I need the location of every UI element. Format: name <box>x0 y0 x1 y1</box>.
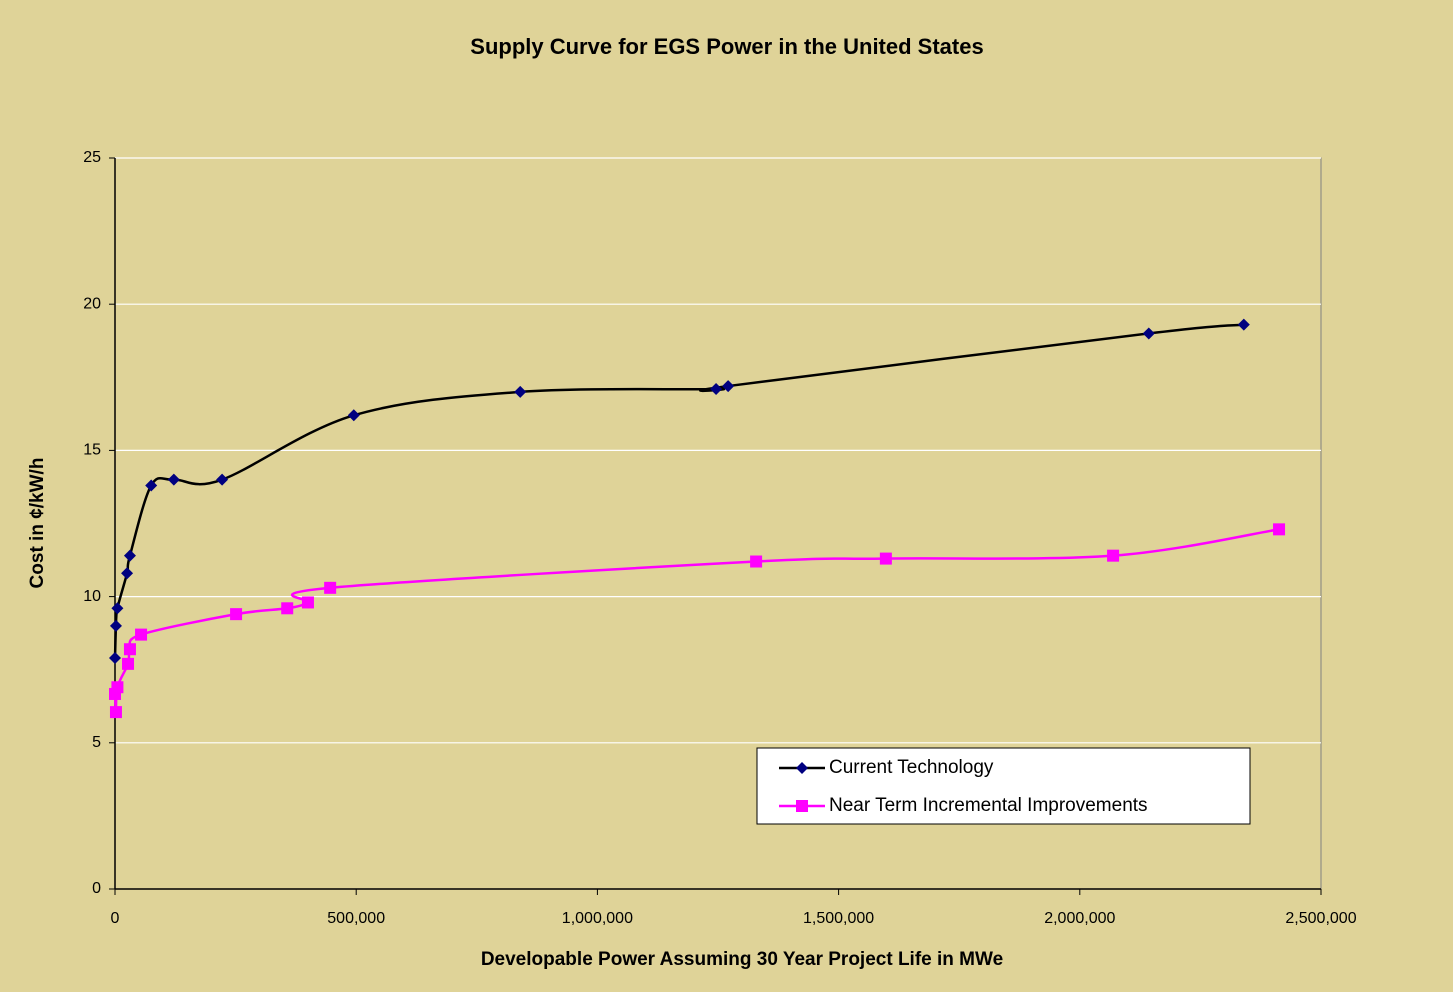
y-tick-label: 15 <box>83 442 101 459</box>
data-point <box>145 479 158 492</box>
data-point <box>722 380 735 393</box>
data-point <box>216 473 229 486</box>
data-point <box>122 657 135 670</box>
y-tick-label: 10 <box>83 588 101 605</box>
data-point <box>135 628 148 641</box>
data-point <box>347 409 360 422</box>
y-tick-label: 0 <box>92 880 101 897</box>
data-point <box>281 602 294 615</box>
x-tick-label: 0 <box>111 910 120 927</box>
x-tick-label: 1,500,000 <box>803 910 874 927</box>
data-point <box>167 473 180 486</box>
data-point <box>123 643 136 656</box>
data-point <box>109 652 121 665</box>
data-point <box>710 382 723 395</box>
legend-label: Current Technology <box>829 757 994 778</box>
legend-label: Near Term Incremental Improvements <box>829 795 1148 816</box>
y-tick-label: 20 <box>83 295 101 312</box>
data-point <box>1273 523 1286 536</box>
data-point <box>1107 549 1120 562</box>
x-tick-label: 500,000 <box>327 910 385 927</box>
x-tick-label: 2,000,000 <box>1044 910 1115 927</box>
y-tick-label: 25 <box>83 149 101 166</box>
data-point <box>230 608 243 621</box>
data-point <box>514 385 527 398</box>
data-point <box>111 681 124 694</box>
legend <box>756 747 1251 825</box>
chart-title: Supply Curve for EGS Power in the United… <box>470 34 983 59</box>
data-point <box>109 706 122 719</box>
data-point <box>879 552 892 565</box>
data-point <box>301 596 314 609</box>
y-axis-label: Cost in ¢/kW/h <box>27 458 48 589</box>
x-tick-label: 2,500,000 <box>1285 910 1356 927</box>
x-tick-label: 1,000,000 <box>562 910 633 927</box>
data-point <box>1142 327 1155 340</box>
data-point <box>109 619 122 632</box>
data-point <box>324 581 337 594</box>
data-point <box>123 549 136 562</box>
data-point <box>750 555 763 568</box>
legend-marker <box>796 762 808 774</box>
legend-marker <box>796 800 808 812</box>
data-point <box>121 567 134 580</box>
data-point <box>1237 318 1250 331</box>
x-axis-label: Developable Power Assuming 30 Year Proje… <box>481 949 1003 970</box>
data-point <box>111 602 124 615</box>
y-tick-label: 5 <box>92 734 101 751</box>
